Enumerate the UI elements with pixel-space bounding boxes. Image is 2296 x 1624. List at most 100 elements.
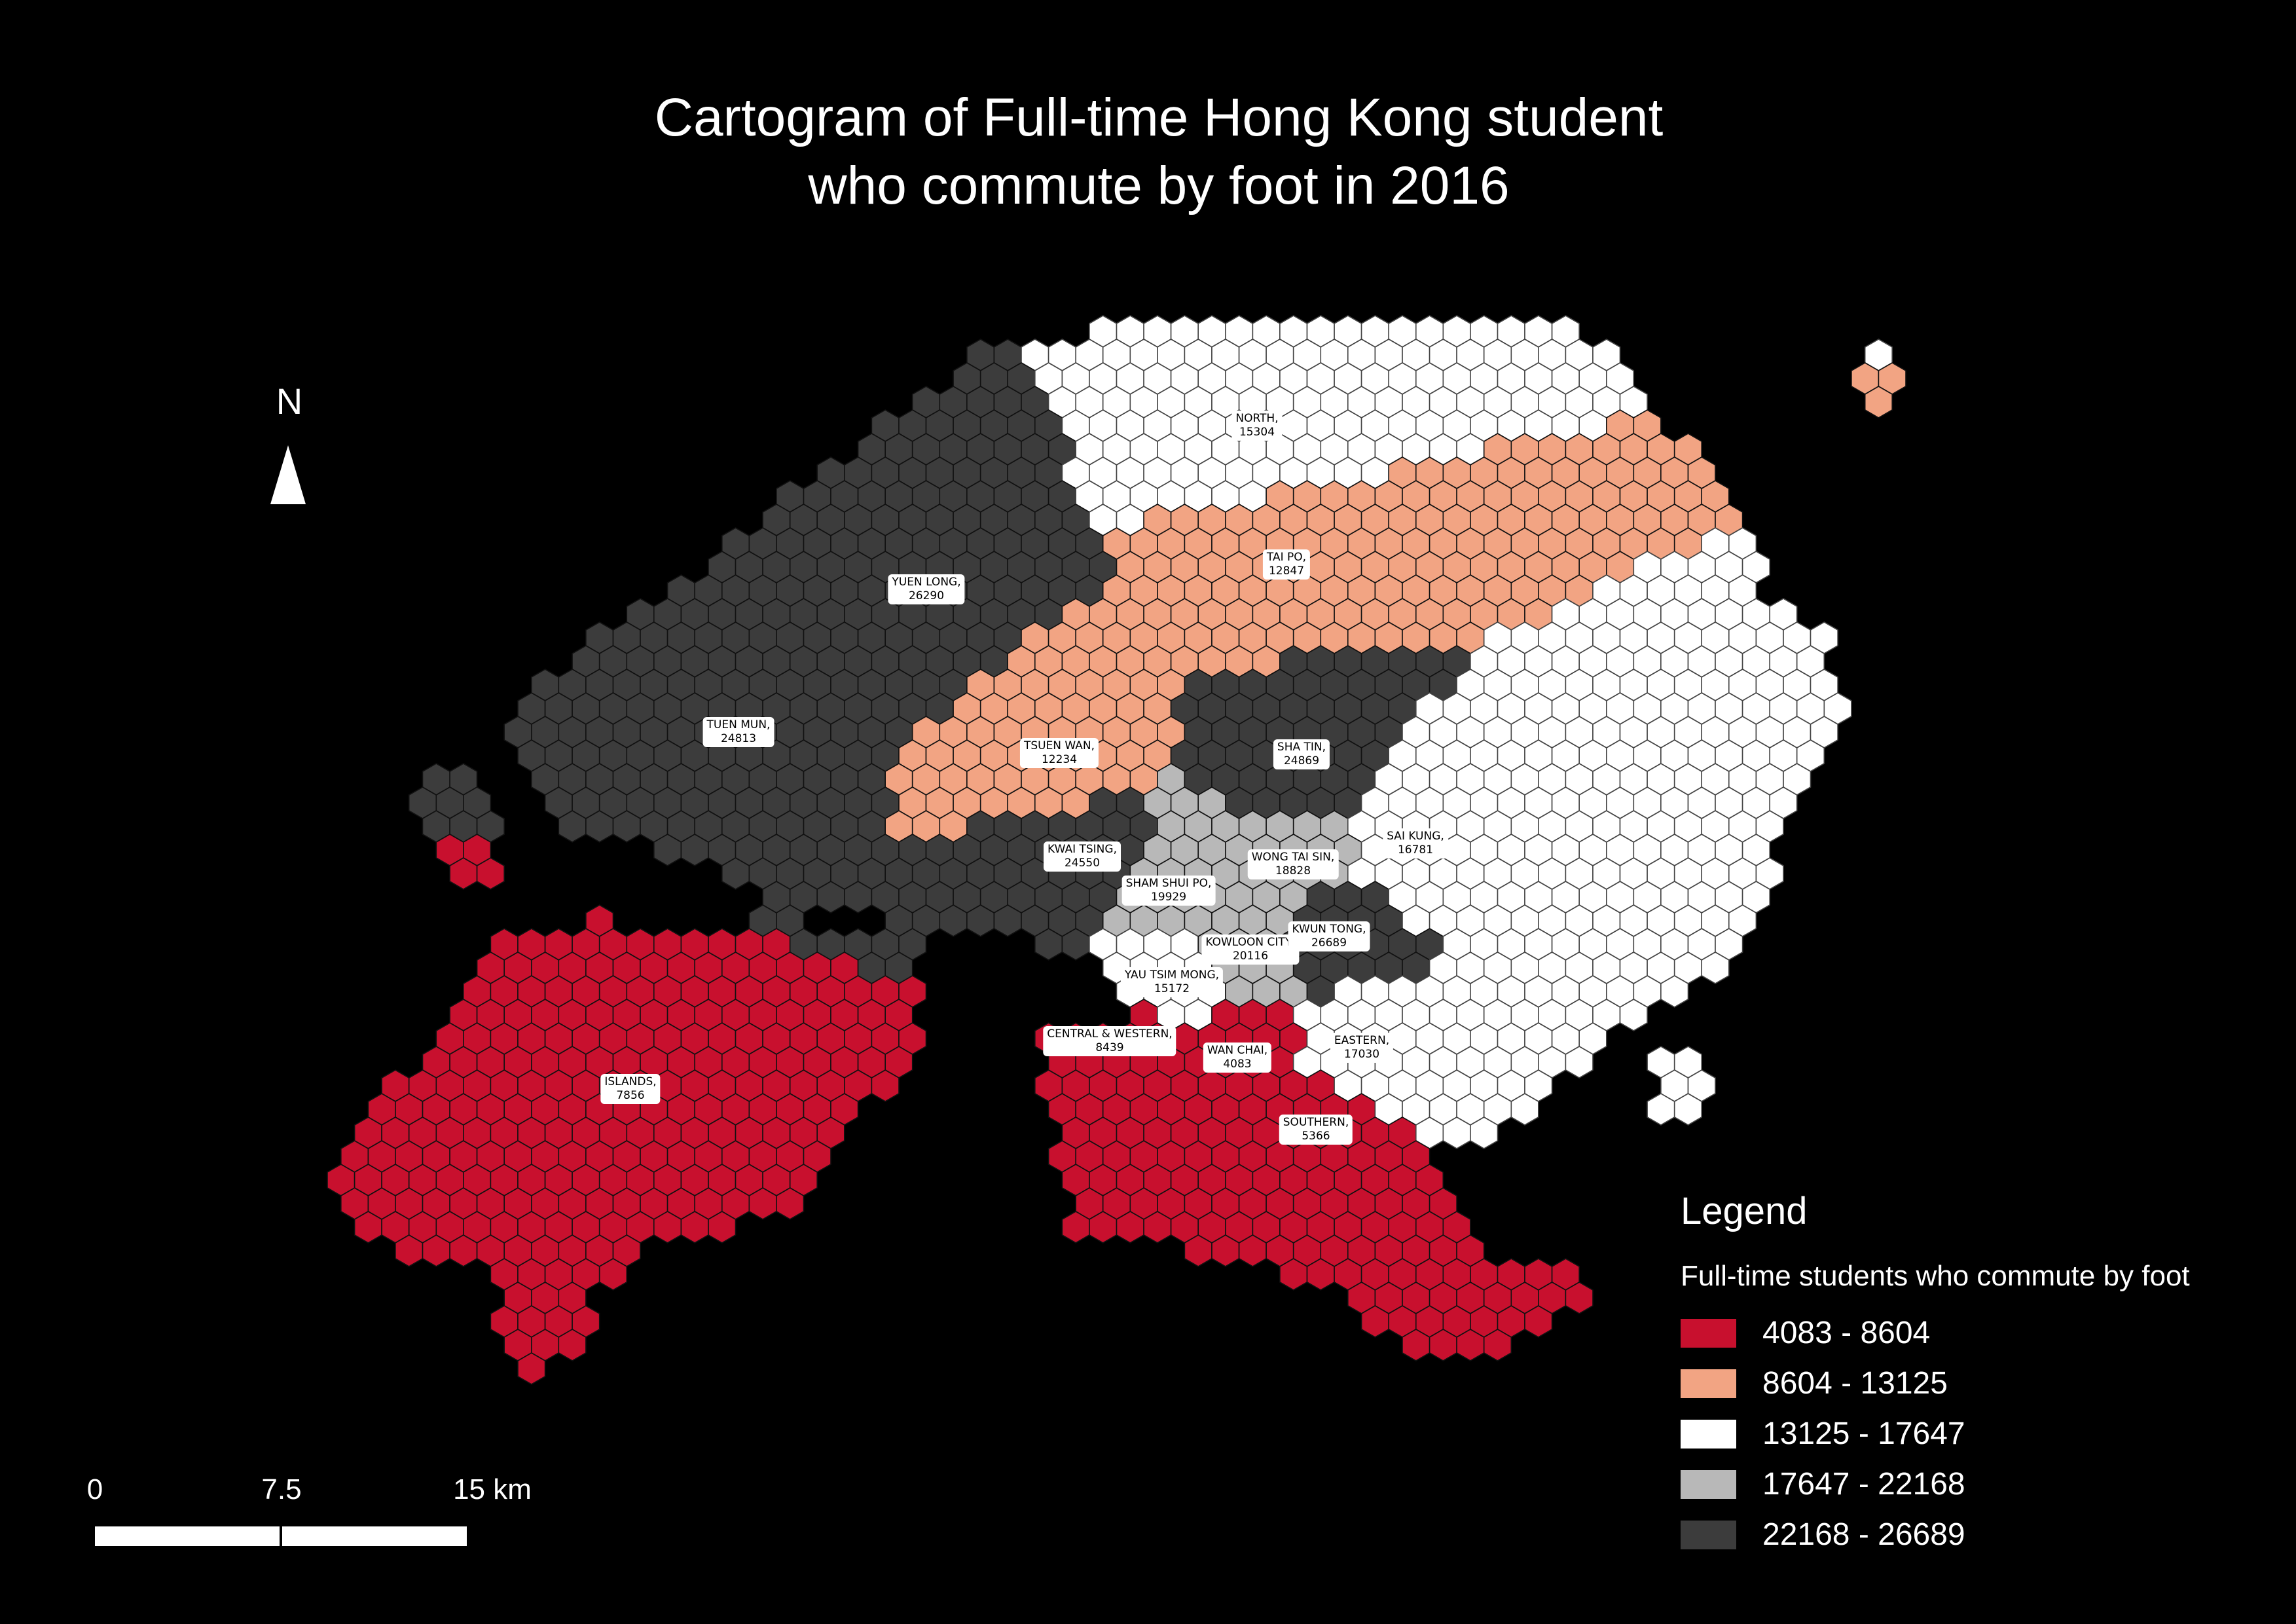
hex-cell xyxy=(776,1187,805,1220)
district-value: 24869 xyxy=(1283,754,1320,767)
legend-item: 4083 - 8604 xyxy=(1681,1308,2270,1358)
district-name: SHA TIN, xyxy=(1277,741,1326,754)
hex-cell xyxy=(476,857,505,890)
district-name: WAN CHAI, xyxy=(1207,1044,1268,1057)
district-label: KWAI TSING, 24550 xyxy=(1044,841,1121,872)
legend-item: 8604 - 13125 xyxy=(1681,1358,2270,1409)
hex-cell xyxy=(517,1352,546,1385)
district-value: 24550 xyxy=(1064,857,1101,870)
legend-item: 22168 - 26689 xyxy=(1681,1509,2270,1560)
north-label: N xyxy=(276,380,303,422)
district-value: 5366 xyxy=(1302,1130,1330,1143)
scale-tick-0: 0 xyxy=(86,1473,103,1505)
district-name: ISLANDS, xyxy=(604,1075,657,1088)
hex-cell xyxy=(1660,975,1689,1008)
district-label: EASTERN, 17030 xyxy=(1330,1033,1394,1063)
district-value: 16781 xyxy=(1397,843,1434,857)
district-label: TSUEN WAN, 12234 xyxy=(1019,738,1099,768)
legend-label: 8604 - 13125 xyxy=(1762,1366,1948,1401)
district-value: 20116 xyxy=(1232,950,1269,963)
district-value: 17030 xyxy=(1343,1048,1380,1061)
district-value: 24813 xyxy=(720,732,757,745)
hex-cell xyxy=(708,1211,737,1244)
district-value: 19929 xyxy=(1150,891,1187,904)
district-name: YUEN LONG, xyxy=(892,576,961,589)
hex-cell xyxy=(1864,386,1893,418)
district-label: WONG TAI SIN, 18828 xyxy=(1247,849,1339,879)
district-value: 26689 xyxy=(1311,936,1347,950)
district-name: KWUN TONG, xyxy=(1292,923,1366,936)
legend-label: 22168 - 26689 xyxy=(1762,1517,1965,1552)
district-label: YUEN LONG, 26290 xyxy=(888,574,965,604)
district-name: CENTRAL & WESTERN, xyxy=(1047,1027,1173,1041)
district-value: 18828 xyxy=(1275,864,1311,877)
scale-tick-mid: 7.5 xyxy=(261,1473,302,1505)
district-label: TUEN MUN, 24813 xyxy=(702,717,774,747)
legend-item: 13125 - 17647 xyxy=(1681,1409,2270,1459)
scale-tick-end: 15 km xyxy=(453,1473,532,1505)
scale-segment-2 xyxy=(282,1526,467,1546)
district-label: CENTRAL & WESTERN, 8439 xyxy=(1043,1026,1176,1056)
legend-swatch xyxy=(1681,1318,1736,1348)
hex-cell xyxy=(1510,1093,1539,1126)
map-title-line-2: who commute by foot in 2016 xyxy=(808,156,1510,215)
district-name: EASTERN, xyxy=(1334,1034,1390,1047)
district-name: TAI PO, xyxy=(1266,551,1307,564)
district-label: TAI PO, 12847 xyxy=(1262,549,1311,580)
scale-bar: 0 7.5 15 km xyxy=(87,1473,532,1552)
legend-swatch xyxy=(1681,1369,1736,1398)
hex-cell xyxy=(1673,1093,1702,1126)
district-label: KOWLOON CITY, 20116 xyxy=(1201,934,1300,965)
hex-cell xyxy=(1619,999,1648,1031)
district-label: SHA TIN, 24869 xyxy=(1273,739,1330,769)
legend-label: 4083 - 8604 xyxy=(1762,1316,1931,1350)
hex-cell xyxy=(1524,1305,1553,1338)
map-title-line-1: Cartogram of Full-time Hong Kong student xyxy=(654,88,1664,147)
district-value: 12847 xyxy=(1268,564,1305,578)
legend-swatch xyxy=(1681,1520,1736,1549)
district-name: SHAM SHUI PO, xyxy=(1125,877,1212,890)
district-name: SAI KUNG, xyxy=(1387,830,1444,843)
legend-swatch xyxy=(1681,1419,1736,1449)
district-value: 12234 xyxy=(1041,753,1078,766)
district-label: SAI KUNG, 16781 xyxy=(1383,828,1448,858)
hex-cell xyxy=(1470,1116,1499,1149)
legend-heading: Legend xyxy=(1681,1190,1808,1232)
district-label: ISLANDS, 7856 xyxy=(600,1074,661,1104)
hex-cell xyxy=(1483,1329,1512,1361)
legend: Legend Full-time students who commute by… xyxy=(1681,1189,2270,1560)
legend-item: 17647 - 22168 xyxy=(1681,1459,2270,1509)
legend-subtitle: Full-time students who commute by foot xyxy=(1681,1260,2190,1292)
district-value: 8439 xyxy=(1095,1041,1124,1054)
district-label: KWUN TONG, 26689 xyxy=(1288,921,1370,951)
map-title: Cartogram of Full-time Hong Kong student… xyxy=(0,84,2296,220)
district-value: 15172 xyxy=(1154,982,1190,995)
district-name: TUEN MUN, xyxy=(706,718,771,731)
hex-cell xyxy=(598,1258,628,1291)
legend-label: 13125 - 17647 xyxy=(1762,1416,1965,1451)
hex-cell xyxy=(871,1069,900,1102)
district-value: 15304 xyxy=(1239,426,1275,439)
district-label: YAU TSIM MONG, 15172 xyxy=(1120,967,1224,997)
district-label: NORTH, 15304 xyxy=(1231,411,1283,441)
hex-cell xyxy=(558,1329,587,1361)
district-label: SHAM SHUI PO, 19929 xyxy=(1121,876,1216,906)
district-name: SOUTHERN, xyxy=(1283,1116,1349,1129)
district-value: 26290 xyxy=(908,589,945,602)
district-value: 7856 xyxy=(616,1089,645,1102)
legend-label: 17647 - 22168 xyxy=(1762,1467,1965,1502)
scale-segment-1 xyxy=(95,1526,280,1546)
district-name: WONG TAI SIN, xyxy=(1251,851,1335,864)
district-label: WAN CHAI, 4083 xyxy=(1203,1043,1272,1073)
hex-cell xyxy=(1565,1046,1594,1079)
district-name: KWAI TSING, xyxy=(1048,843,1117,856)
district-value: 4083 xyxy=(1223,1058,1252,1071)
district-name: NORTH, xyxy=(1235,412,1279,425)
district-name: KOWLOON CITY, xyxy=(1205,936,1296,949)
district-name: TSUEN WAN, xyxy=(1023,739,1095,752)
district-name: YAU TSIM MONG, xyxy=(1124,969,1220,982)
district-label: SOUTHERN, 5366 xyxy=(1279,1115,1353,1145)
hex-cell xyxy=(1565,1282,1594,1314)
legend-swatch xyxy=(1681,1469,1736,1499)
north-arrow-icon xyxy=(270,445,306,504)
